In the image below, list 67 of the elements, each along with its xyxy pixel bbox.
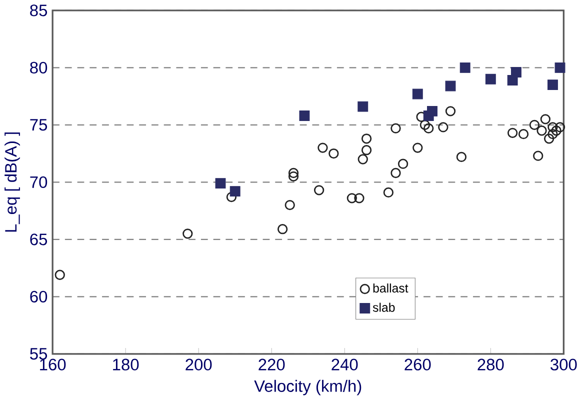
point	[547, 80, 558, 90]
x-tick-label: 200	[186, 358, 212, 370]
y-tick-label: 65	[30, 234, 48, 246]
point	[551, 126, 562, 136]
y-tick-label: 70	[30, 176, 48, 188]
point	[420, 120, 430, 130]
point	[529, 120, 540, 130]
point	[507, 128, 518, 138]
legend-label: ballast	[373, 284, 408, 293]
x-tick-label: 280	[478, 358, 504, 370]
x-tick-label: 220	[258, 358, 285, 370]
point	[540, 114, 550, 124]
point	[361, 134, 372, 144]
point	[328, 148, 339, 159]
point	[277, 224, 288, 234]
point	[518, 129, 529, 140]
y-tick-label: 55	[30, 348, 48, 360]
point	[182, 228, 193, 239]
point	[346, 193, 358, 204]
point	[460, 62, 470, 73]
point	[361, 145, 372, 156]
point	[354, 193, 364, 204]
x-axis-title: Velocity (km/h)	[254, 380, 362, 396]
point	[398, 158, 408, 170]
point	[299, 110, 310, 122]
point	[424, 123, 434, 134]
point	[427, 106, 438, 116]
point	[485, 74, 496, 84]
point	[554, 62, 566, 73]
point	[536, 126, 547, 136]
point	[554, 122, 566, 132]
point	[318, 142, 328, 153]
y-tick-label: 80	[30, 62, 48, 74]
point	[358, 154, 368, 164]
y-tick-label: 85	[30, 4, 48, 16]
point	[230, 186, 240, 197]
point	[412, 88, 423, 100]
point	[548, 122, 558, 132]
point	[288, 168, 299, 178]
point	[544, 134, 554, 144]
point	[445, 106, 456, 116]
y-tick-label: 75	[30, 119, 48, 131]
y-axis-title: L_eq [ dB(A) ]	[4, 132, 20, 232]
point	[438, 122, 448, 132]
point	[383, 187, 394, 198]
y-tick-label: 60	[30, 290, 48, 303]
point	[288, 171, 299, 182]
point	[358, 101, 368, 112]
point	[390, 168, 401, 178]
point	[548, 129, 558, 140]
point	[54, 270, 65, 280]
point	[226, 192, 237, 202]
legend-label: slab	[372, 302, 395, 312]
point	[284, 200, 295, 210]
point	[412, 142, 423, 153]
point	[215, 178, 226, 189]
x-tick-label: 300	[550, 358, 577, 370]
point	[445, 80, 456, 92]
point	[456, 152, 467, 162]
point	[390, 123, 401, 134]
x-tick-label: 240	[332, 358, 358, 370]
x-tick-label: 260	[404, 358, 431, 370]
point	[533, 150, 544, 161]
point	[510, 67, 522, 78]
x-tick-label: 180	[113, 358, 139, 370]
x-tick-label: 160	[40, 358, 66, 370]
point	[314, 185, 324, 196]
